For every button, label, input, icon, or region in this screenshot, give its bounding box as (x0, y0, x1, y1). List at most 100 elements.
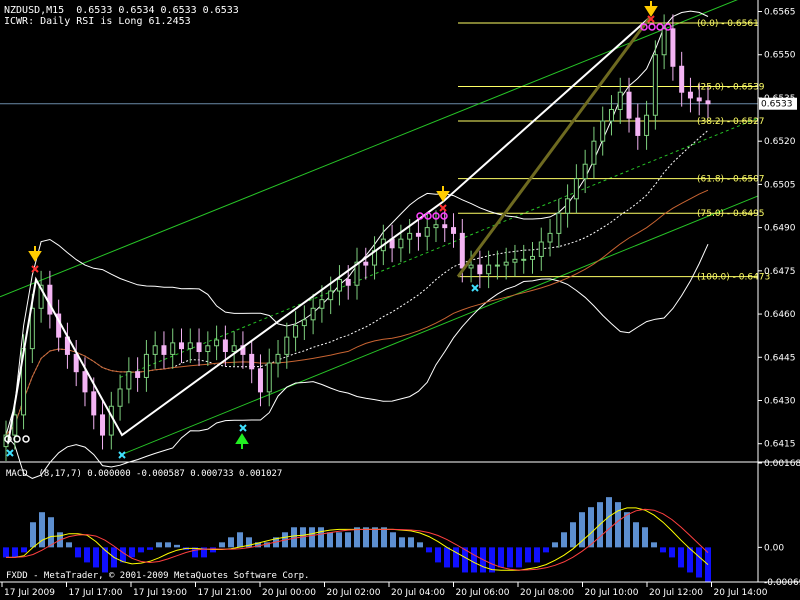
candle-body (143, 353, 149, 378)
candle-body (135, 371, 141, 378)
macd-histogram-bar (696, 547, 702, 578)
y-tick-label: 0.6565 (764, 8, 796, 18)
candle-body (29, 307, 35, 350)
candle-body (257, 368, 263, 393)
macd-histogram-bar (363, 527, 369, 548)
macd-histogram-bar (30, 522, 36, 548)
y-tick-label: 0.6445 (764, 353, 796, 363)
candle-body (608, 108, 614, 122)
cross-marker-icon (6, 449, 14, 457)
macd-histogram-bar (291, 527, 297, 548)
circle-marker-icon (13, 435, 21, 443)
macd-histogram-bar (84, 547, 90, 563)
macd-y-tick-label: 0.00168 (764, 459, 800, 469)
macd-histogram-bar (426, 547, 432, 553)
candle-body (336, 278, 342, 292)
candle-body (161, 345, 167, 355)
macd-histogram-bar (3, 547, 9, 558)
candle-body (38, 284, 44, 309)
macd-histogram-bar (660, 547, 666, 553)
macd-histogram-bar (579, 512, 585, 548)
candle-body (73, 353, 79, 373)
macd-histogram-bar (705, 547, 711, 583)
candle-body (661, 28, 667, 56)
candle-body (705, 100, 711, 105)
candle-body (222, 339, 228, 353)
macd-histogram-bar (120, 547, 126, 563)
candle-body (468, 264, 474, 269)
candle-body (170, 342, 176, 355)
circle-marker-icon (648, 23, 656, 31)
up-arrow-icon (235, 433, 249, 449)
circle-marker-icon (416, 212, 424, 220)
candle-body (47, 284, 53, 315)
down-arrow-icon (436, 186, 450, 202)
zigzag-olive (456, 16, 652, 278)
candle-body (407, 232, 413, 240)
macd-histogram-bar (489, 547, 495, 573)
bollinger-upper (5, 10, 709, 436)
macd-histogram-bar (588, 507, 594, 548)
macd-histogram-bar (66, 542, 72, 548)
candle-body (214, 339, 220, 347)
candle-body (582, 163, 588, 180)
candle-body (433, 224, 439, 229)
current-price-box (759, 97, 797, 110)
y-tick-label: 0.6475 (764, 267, 796, 277)
macd-histogram-bar (156, 542, 162, 548)
indicator-status: ICWR: Daily RSI is Long 61.2453 (4, 16, 191, 27)
x-tick-label: 17 Jul 2009 (4, 588, 55, 598)
candle-body (652, 54, 658, 116)
candle-body (266, 362, 272, 393)
macd-histogram-bar (381, 527, 387, 548)
macd-histogram-bar (201, 547, 207, 558)
macd-y-tick-label: 0.00 (764, 543, 784, 553)
candle-body (231, 345, 237, 353)
y-tick-label: 0.6505 (764, 180, 796, 190)
macd-histogram-bar (318, 527, 324, 548)
macd-histogram-bar (165, 542, 171, 548)
candle-body (301, 319, 307, 327)
bollinger-lower (5, 243, 709, 479)
macd-histogram-bar (174, 544, 180, 548)
circle-marker-icon (4, 435, 12, 443)
macd-panel[interactable] (3, 497, 711, 583)
candle-body (635, 117, 641, 136)
candle-body (451, 227, 457, 234)
candle-body (310, 307, 316, 321)
candle-body (477, 264, 483, 275)
candle-body (547, 232, 553, 243)
candle-body (415, 232, 421, 237)
candle-body (205, 345, 211, 353)
macd-histogram-bar (300, 527, 306, 548)
macd-histogram-bar (93, 547, 99, 568)
macd-label: MACD (8,17,7) 0.000000 -0.000587 0.00073… (6, 469, 283, 479)
candle-body (345, 278, 351, 286)
candle-body (687, 91, 693, 99)
y-tick-label: 0.6520 (764, 137, 796, 147)
candle-body (591, 140, 597, 165)
candle-body (108, 405, 114, 436)
macd-histogram-bar (534, 547, 540, 563)
macd-histogram-bar (552, 542, 558, 548)
candle-body (117, 388, 123, 407)
candle-body (398, 238, 404, 249)
fib-level-label: (38.2) - 0.6527 (697, 117, 765, 127)
cross-marker-icon (239, 424, 247, 432)
current-price-label: 0.6533 (761, 100, 793, 110)
macd-histogram-bar (669, 547, 675, 558)
candle-body (187, 342, 193, 350)
candle-body (275, 353, 281, 364)
macd-histogram-bar (21, 547, 27, 553)
cross-marker-icon (31, 265, 39, 273)
candle-body (626, 91, 632, 119)
macd-histogram-bar (525, 547, 531, 563)
price-panel[interactable]: (0.0) - 0.6561 (25.0) - 0.6539 (38.2) - 0.… (0, 0, 770, 479)
cross-marker-icon (647, 15, 655, 23)
candle-body (521, 258, 527, 261)
x-tick-label: 20 Jul 04:00 (391, 588, 445, 598)
macd-signal-line (6, 508, 709, 571)
fib-level-label: (75.0) - 0.6495 (697, 209, 765, 219)
